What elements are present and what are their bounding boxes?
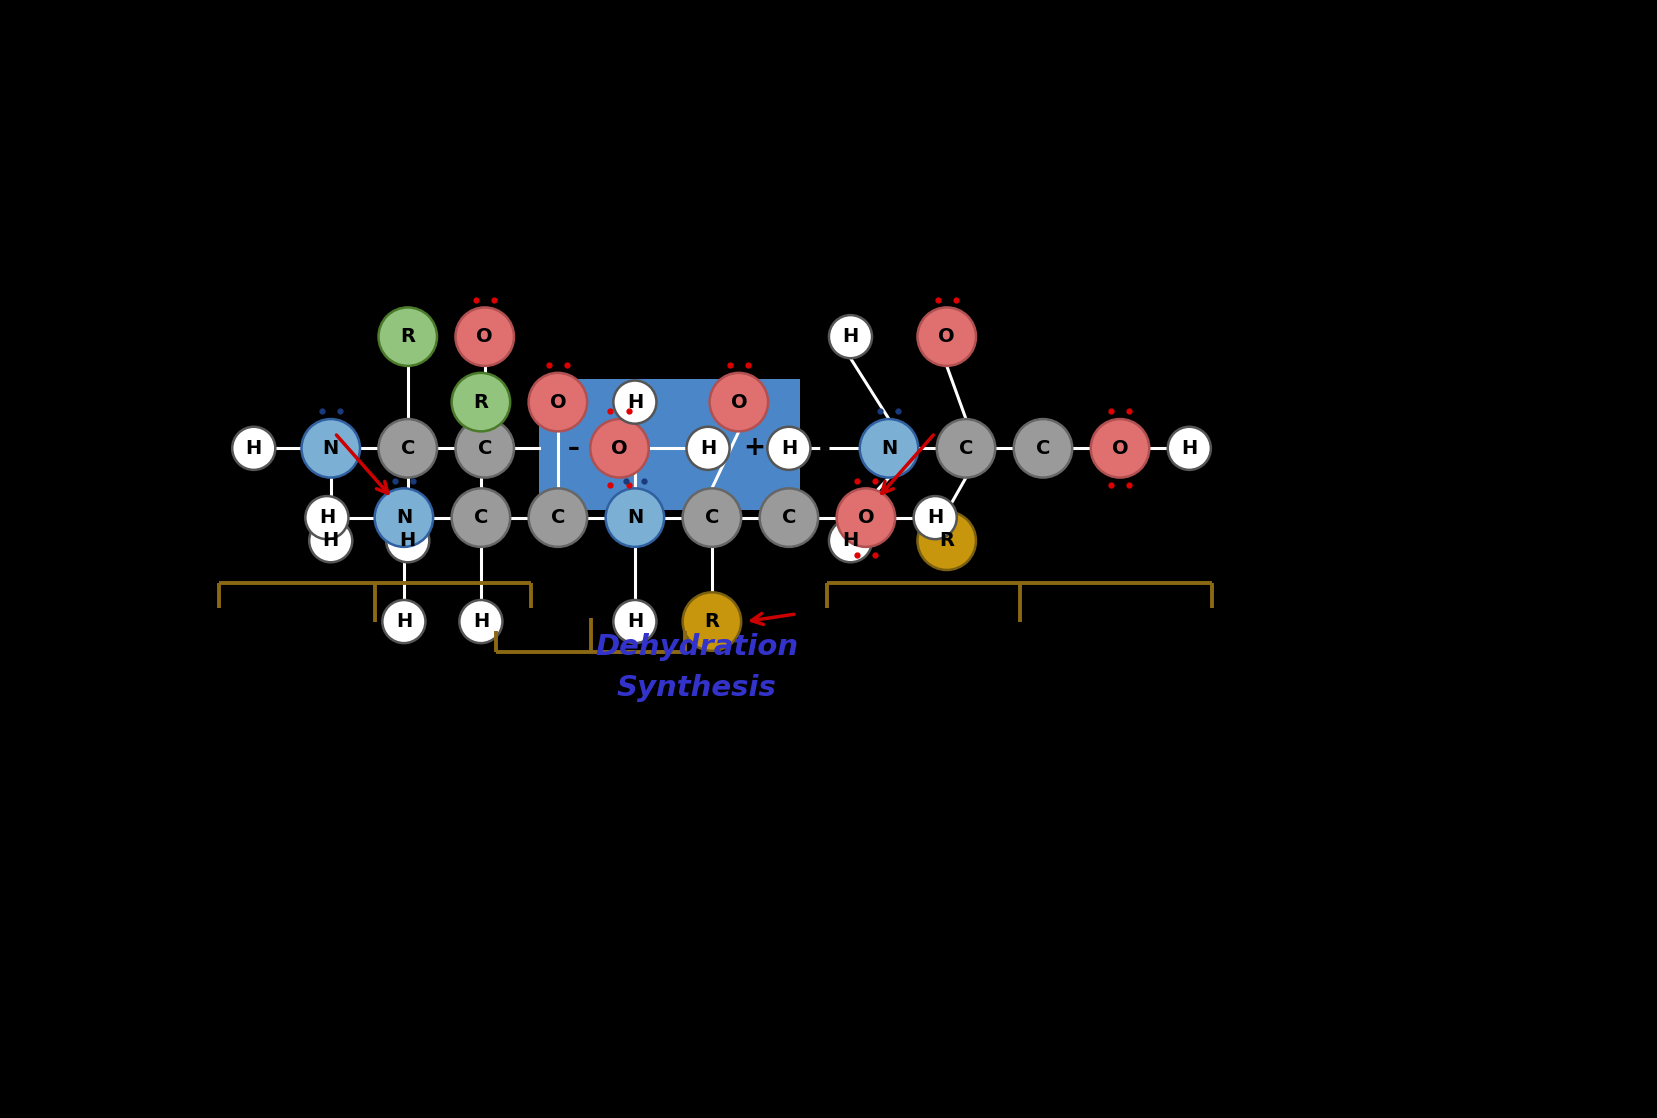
Text: H: H [699, 439, 716, 457]
Circle shape [305, 496, 348, 539]
Circle shape [767, 427, 810, 470]
Circle shape [613, 600, 656, 643]
Circle shape [1167, 427, 1210, 470]
Text: H: H [926, 508, 943, 527]
Circle shape [759, 489, 817, 547]
Text: O: O [938, 328, 954, 347]
Circle shape [529, 489, 587, 547]
Circle shape [378, 307, 437, 366]
Text: C: C [780, 508, 795, 527]
Text: Dehydration
Synthesis: Dehydration Synthesis [595, 633, 797, 702]
Text: C: C [474, 508, 487, 527]
Circle shape [456, 307, 514, 366]
Text: H: H [626, 612, 643, 631]
Text: C: C [550, 508, 565, 527]
Text: C: C [1036, 439, 1049, 457]
Circle shape [936, 419, 994, 477]
Text: H: H [842, 328, 858, 347]
Text: H: H [245, 439, 262, 457]
Text: C: C [401, 439, 414, 457]
Text: H: H [780, 439, 797, 457]
Text: H: H [626, 392, 643, 411]
Text: O: O [611, 439, 628, 457]
Text: H: H [396, 612, 413, 631]
Text: –: – [567, 436, 578, 461]
Circle shape [916, 511, 976, 570]
Circle shape [383, 600, 426, 643]
Text: O: O [731, 392, 747, 411]
Circle shape [232, 427, 275, 470]
Circle shape [456, 419, 514, 477]
Circle shape [451, 373, 510, 432]
Text: H: H [1180, 439, 1196, 457]
Circle shape [683, 593, 741, 651]
Circle shape [709, 373, 767, 432]
Text: H: H [399, 531, 416, 550]
Circle shape [860, 419, 918, 477]
Text: –: – [819, 436, 830, 461]
Text: O: O [1110, 439, 1128, 457]
Text: N: N [396, 508, 413, 527]
Text: C: C [958, 439, 973, 457]
Circle shape [529, 373, 587, 432]
Text: N: N [626, 508, 643, 527]
Circle shape [302, 419, 360, 477]
Circle shape [451, 489, 510, 547]
Circle shape [590, 419, 648, 477]
Bar [539, 379, 800, 510]
Text: O: O [476, 328, 492, 347]
Circle shape [1090, 419, 1148, 477]
Circle shape [459, 600, 502, 643]
Circle shape [613, 380, 656, 424]
Text: O: O [857, 508, 873, 527]
Circle shape [374, 489, 432, 547]
Text: R: R [474, 392, 489, 411]
Circle shape [828, 519, 872, 562]
Text: R: R [704, 612, 719, 631]
Text: O: O [548, 392, 567, 411]
Text: N: N [323, 439, 338, 457]
Circle shape [913, 496, 956, 539]
Text: +: + [742, 435, 766, 462]
Circle shape [686, 427, 729, 470]
Text: H: H [472, 612, 489, 631]
Text: H: H [318, 508, 335, 527]
Text: C: C [704, 508, 719, 527]
Circle shape [1012, 419, 1072, 477]
Circle shape [916, 307, 976, 366]
Circle shape [605, 489, 664, 547]
Circle shape [837, 489, 895, 547]
Text: R: R [938, 531, 954, 550]
Circle shape [683, 489, 741, 547]
Text: H: H [842, 531, 858, 550]
Text: C: C [477, 439, 492, 457]
Circle shape [386, 519, 429, 562]
Circle shape [378, 419, 437, 477]
Text: R: R [399, 328, 414, 347]
Circle shape [308, 519, 351, 562]
Text: H: H [323, 531, 338, 550]
Text: N: N [880, 439, 896, 457]
Circle shape [828, 315, 872, 358]
